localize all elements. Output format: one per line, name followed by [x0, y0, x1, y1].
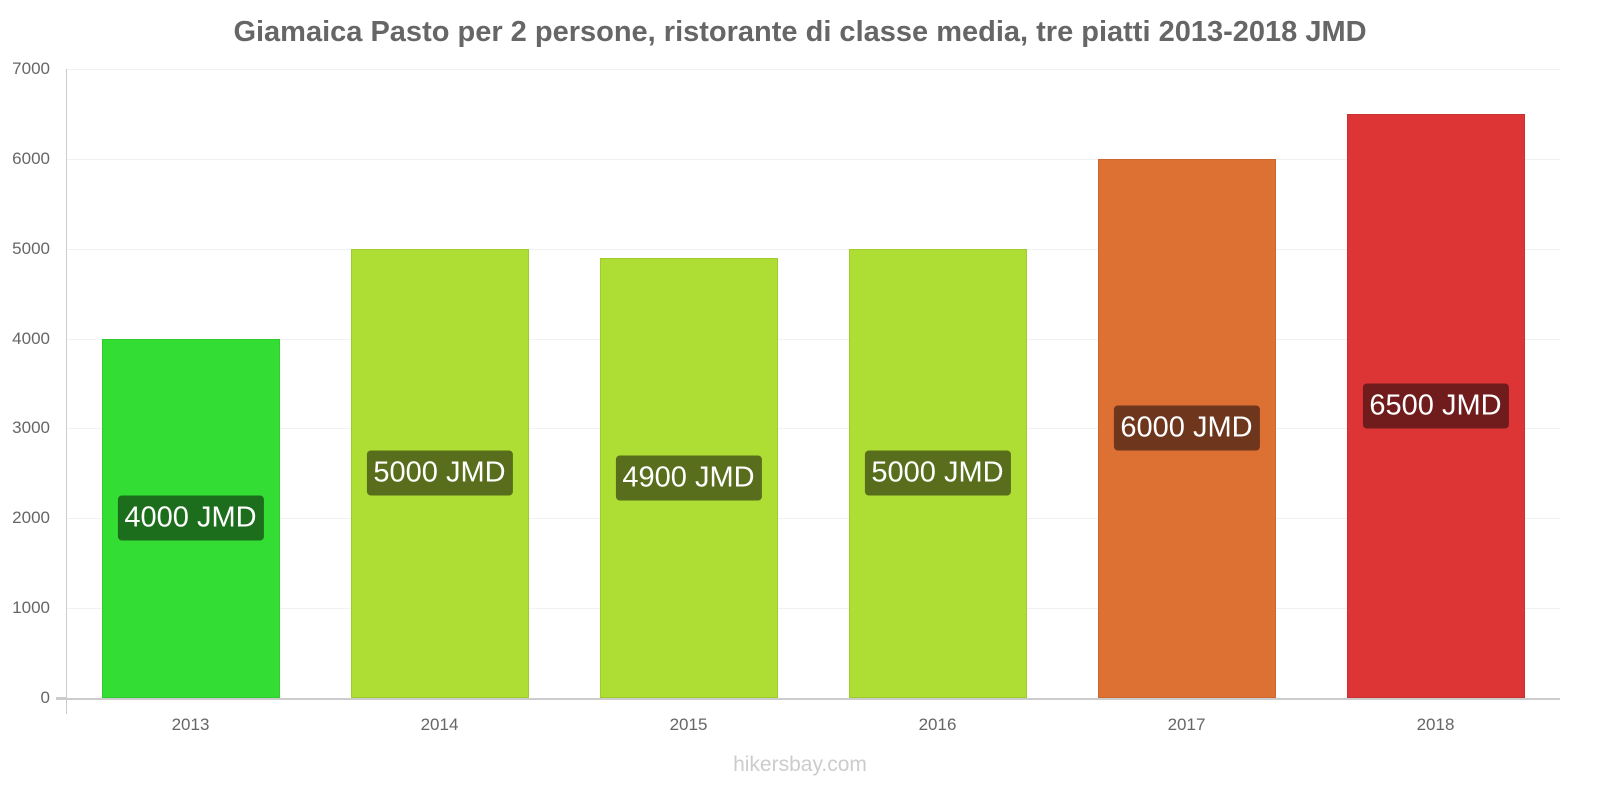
y-tick-label: 6000 — [12, 148, 50, 168]
gridline — [67, 428, 1560, 430]
y-zero-tick — [56, 697, 66, 698]
y-tick-label: 2000 — [12, 508, 50, 528]
y-axis-line — [66, 69, 67, 714]
bar-value-label: 4000 JMD — [117, 495, 264, 541]
y-tick-label: 5000 — [12, 238, 50, 258]
watermark: hikersbay.com — [733, 753, 867, 776]
gridline — [67, 158, 1560, 160]
y-tick-label: 0 — [40, 688, 50, 707]
x-tick-label: 2017 — [1167, 715, 1206, 734]
gridline — [67, 338, 1560, 340]
bar-value-label: 4900 JMD — [615, 455, 762, 501]
bar-value-label: 6500 JMD — [1362, 383, 1509, 429]
x-tick-label: 2015 — [669, 715, 708, 734]
gridline — [67, 248, 1560, 250]
y-tick-label: 3000 — [12, 418, 50, 438]
chart-title: Giamaica Pasto per 2 persone, ristorante… — [233, 16, 1367, 48]
gridline — [67, 608, 1560, 610]
x-tick-label: 2013 — [171, 715, 210, 734]
bar-value-label: 6000 JMD — [1113, 405, 1260, 451]
x-tick-label: 2014 — [420, 715, 459, 734]
y-tick-label: 1000 — [12, 598, 50, 618]
bar-value-label: 5000 JMD — [864, 450, 1011, 496]
x-axis-line — [56, 698, 1560, 700]
bar-value-label: 5000 JMD — [366, 450, 513, 496]
gridline — [67, 518, 1560, 520]
x-tick-label: 2018 — [1416, 715, 1455, 734]
gridline — [67, 69, 1560, 70]
y-tick-label: 7000 — [12, 59, 50, 78]
x-tick-label: 2016 — [918, 715, 957, 734]
y-tick-label: 4000 — [12, 328, 50, 348]
